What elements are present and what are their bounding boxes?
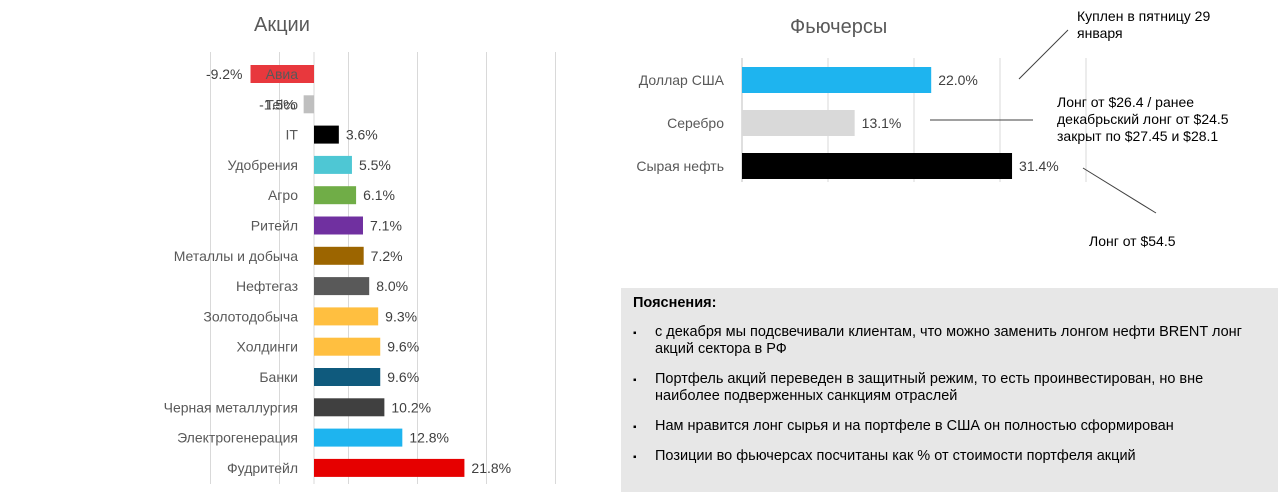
data-label: 3.6% — [346, 127, 378, 143]
bar — [314, 277, 370, 296]
bar — [314, 337, 381, 356]
notes-item-text: Позиции во фьючерсах посчитаны как % от … — [655, 448, 1136, 464]
bar — [742, 153, 1013, 179]
category-label: Золотодобыча — [203, 308, 298, 324]
silver-callout: Лонг от $26.4 / ранее декабрьский лонг о… — [1057, 94, 1229, 144]
data-label: -9.2% — [206, 66, 243, 82]
notes-title: Пояснения: — [633, 295, 717, 311]
category-label: Фудритейл — [227, 460, 298, 476]
bar — [314, 186, 357, 205]
data-label: 9.6% — [387, 339, 419, 355]
notes-item: ▪ Портфель акций переведен в защитный реж… — [633, 371, 1263, 405]
bar — [742, 110, 855, 136]
category-label: Серебро — [667, 115, 724, 131]
data-label: 13.1% — [862, 115, 902, 131]
bar — [314, 368, 381, 386]
bar — [250, 65, 314, 83]
notes-item-text: Нам нравится лонг сырья и на портфеле в … — [655, 418, 1174, 434]
category-label: Электрогенерация — [177, 430, 298, 446]
category-label: Холдинги — [237, 339, 298, 355]
data-label: 12.8% — [409, 430, 449, 446]
category-label: Агро — [268, 187, 298, 203]
data-label: -1.5% — [259, 96, 296, 112]
data-label: 6.1% — [363, 187, 395, 203]
stocks-bar-chart: Авиа -9.2% Telco-1.5% IT 3.6% Удобрения 5.5% Аг… — [164, 52, 556, 484]
data-label: 10.2% — [391, 399, 431, 415]
data-label: 31.4% — [1019, 158, 1059, 174]
notes-item-text: с декабря мы подсвечивали клиентам, что … — [655, 324, 1242, 357]
data-label: 22.0% — [938, 72, 978, 88]
notes-item: ▪ с декабря мы подсвечивали клиентам, что… — [633, 324, 1263, 358]
bar — [314, 246, 364, 265]
category-label: IT — [286, 127, 299, 143]
notes-item-text: Портфель акций переведен в защитный режи… — [655, 371, 1204, 404]
category-label: Ритейл — [251, 218, 298, 234]
data-label: 8.0% — [376, 278, 408, 294]
data-label: 9.6% — [387, 369, 419, 385]
data-label: 7.1% — [370, 218, 402, 234]
oil-callout: Лонг от $54.5 — [1089, 233, 1176, 249]
bullet-icon: ▪ — [633, 375, 637, 386]
futures-chart-title: Фьючерсы — [790, 16, 888, 38]
category-label: Банки — [259, 369, 298, 385]
data-label: 9.3% — [385, 308, 417, 324]
futures-bar-chart: Доллар США 22.0% Серебро 13.1% Сырая нефть 31… — [636, 58, 1087, 182]
category-label: Telco — [265, 96, 298, 112]
bar — [742, 67, 932, 93]
category-label: Доллар США — [639, 72, 725, 88]
bar — [314, 216, 363, 235]
bar — [303, 95, 314, 114]
bar — [314, 155, 352, 174]
category-label: Авиа — [266, 66, 299, 82]
notes-list: ▪ с декабря мы подсвечивали клиентам, что… — [633, 324, 1263, 478]
notes-panel: Пояснения: ▪ с декабря мы подсвечивали кл… — [621, 288, 1278, 492]
category-label: Металлы и добыча — [174, 248, 299, 264]
category-label: Удобрения — [228, 157, 298, 173]
data-label: 21.8% — [471, 460, 511, 476]
notes-item: ▪ Позиции во фьючерсах посчитаны как % от… — [633, 448, 1263, 465]
dollar-callout: Куплен в пятницу 29 января — [1077, 8, 1211, 41]
category-label: Нефтегаз — [236, 278, 298, 294]
bar — [314, 398, 385, 417]
stocks-chart-title: Акции — [254, 14, 310, 36]
category-label: Сырая нефть — [636, 158, 724, 174]
bar — [314, 307, 379, 326]
bar — [314, 458, 465, 477]
data-label: 5.5% — [359, 157, 391, 173]
bullet-icon: ▪ — [633, 452, 637, 463]
data-label: 7.2% — [371, 248, 403, 264]
bar — [314, 428, 403, 447]
bullet-icon: ▪ — [633, 328, 637, 339]
bullet-icon: ▪ — [633, 422, 637, 433]
category-label: Черная металлургия — [164, 399, 298, 415]
bar — [314, 125, 339, 144]
notes-item: ▪ Нам нравится лонг сырья и на портфеле в… — [633, 418, 1263, 435]
